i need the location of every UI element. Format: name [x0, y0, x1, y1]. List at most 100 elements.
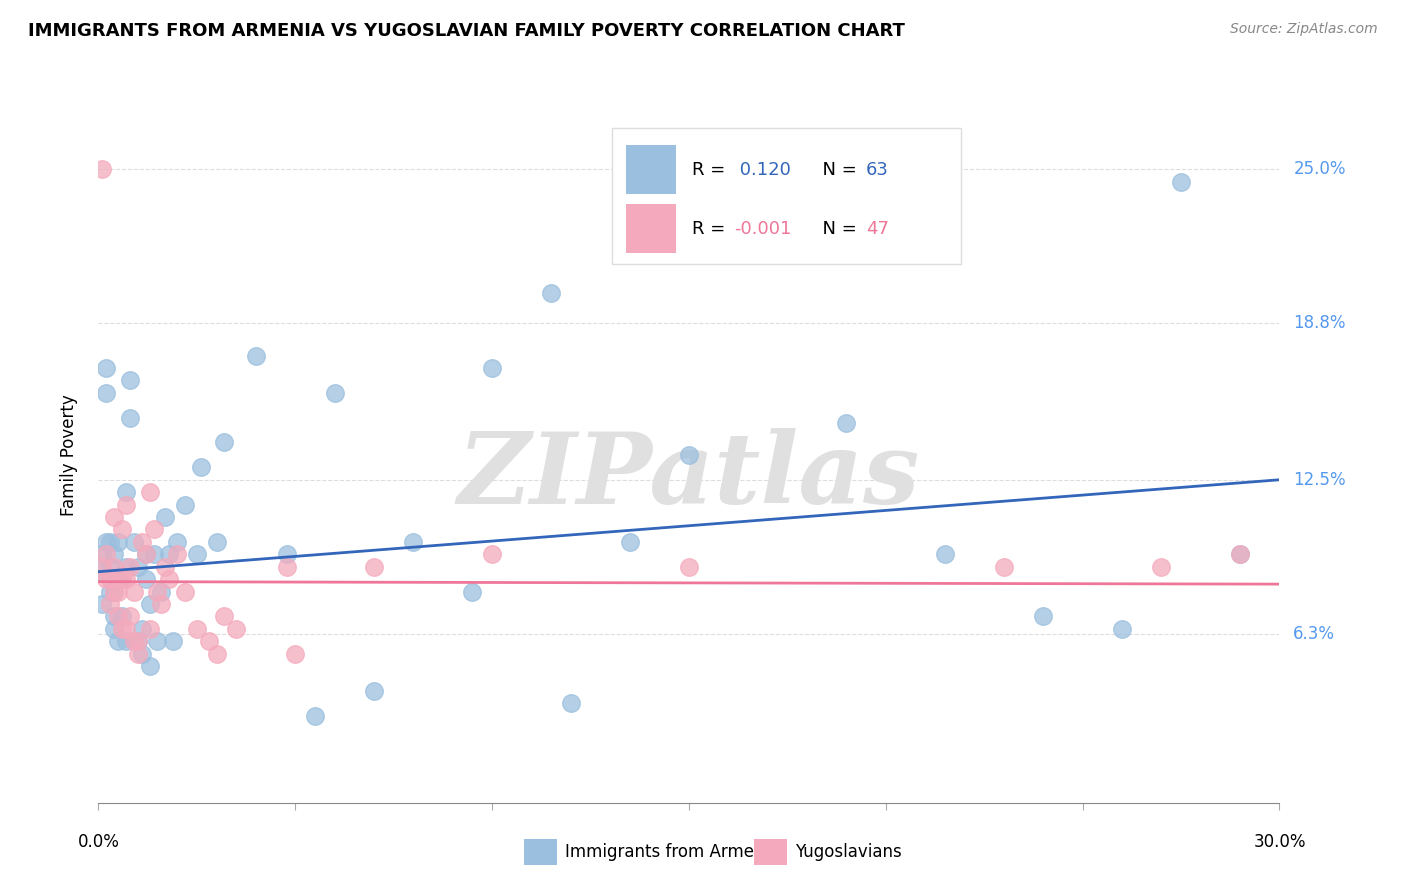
Point	[461, 584, 484, 599]
Point	[205, 534, 228, 549]
Point	[162, 634, 184, 648]
Text: 63: 63	[866, 161, 889, 178]
Point	[127, 647, 149, 661]
Point	[138, 485, 160, 500]
Text: Immigrants from Armenia: Immigrants from Armenia	[565, 843, 779, 861]
Point	[127, 634, 149, 648]
Point	[155, 559, 177, 574]
Point	[115, 572, 138, 586]
Point	[1150, 559, 1173, 574]
Point	[284, 647, 307, 661]
Point	[127, 559, 149, 574]
Bar	[754, 839, 787, 865]
Point	[186, 622, 208, 636]
Point	[174, 584, 197, 599]
Point	[1229, 547, 1251, 561]
Point	[214, 435, 236, 450]
Point	[115, 559, 138, 574]
Point	[157, 547, 180, 561]
Point	[131, 647, 153, 661]
Bar	[626, 204, 676, 253]
Text: 0.0%: 0.0%	[77, 833, 120, 851]
Point	[118, 609, 141, 624]
Point	[107, 584, 129, 599]
Point	[1229, 547, 1251, 561]
Point	[111, 609, 134, 624]
Point	[122, 634, 145, 648]
Point	[1170, 175, 1192, 189]
Point	[276, 547, 298, 561]
Point	[103, 547, 125, 561]
Text: R =: R =	[693, 219, 731, 238]
Point	[122, 534, 145, 549]
Point	[98, 597, 121, 611]
Point	[197, 634, 219, 648]
Point	[835, 416, 858, 430]
Point	[107, 634, 129, 648]
Text: ZIPatlas: ZIPatlas	[458, 427, 920, 524]
Text: N =: N =	[811, 219, 862, 238]
Text: 30.0%: 30.0%	[1253, 833, 1306, 851]
Point	[115, 622, 138, 636]
Point	[157, 572, 180, 586]
Point	[174, 498, 197, 512]
Point	[103, 584, 125, 599]
Point	[245, 349, 267, 363]
Point	[115, 485, 138, 500]
Point	[103, 510, 125, 524]
Point	[402, 534, 425, 549]
Point	[98, 534, 121, 549]
Point	[138, 622, 160, 636]
Y-axis label: Family Poverty: Family Poverty	[59, 394, 77, 516]
Point	[122, 584, 145, 599]
Text: 25.0%: 25.0%	[1294, 161, 1346, 178]
Text: Yugoslavians: Yugoslavians	[796, 843, 903, 861]
Point	[103, 609, 125, 624]
Point	[190, 460, 212, 475]
Point	[96, 385, 118, 400]
Point	[107, 609, 129, 624]
Point	[131, 534, 153, 549]
Point	[98, 584, 121, 599]
Point	[103, 559, 125, 574]
Point	[96, 572, 118, 586]
Text: 12.5%: 12.5%	[1294, 471, 1346, 489]
Point	[111, 523, 134, 537]
Point	[91, 559, 114, 574]
Point	[481, 361, 503, 376]
Point	[103, 584, 125, 599]
Text: IMMIGRANTS FROM ARMENIA VS YUGOSLAVIAN FAMILY POVERTY CORRELATION CHART: IMMIGRANTS FROM ARMENIA VS YUGOSLAVIAN F…	[28, 22, 905, 40]
Point	[934, 547, 956, 561]
Point	[96, 534, 118, 549]
Point	[122, 634, 145, 648]
Point	[135, 547, 157, 561]
Point	[111, 622, 134, 636]
Point	[91, 547, 114, 561]
Text: 18.8%: 18.8%	[1294, 314, 1346, 332]
Point	[560, 697, 582, 711]
Point	[96, 547, 118, 561]
Point	[91, 162, 114, 177]
Point	[150, 597, 173, 611]
Point	[142, 523, 165, 537]
FancyBboxPatch shape	[612, 128, 960, 263]
Point	[304, 708, 326, 723]
Point	[138, 597, 160, 611]
Point	[142, 547, 165, 561]
Point	[146, 634, 169, 648]
Point	[103, 622, 125, 636]
Point	[96, 361, 118, 376]
Point	[205, 647, 228, 661]
Point	[146, 584, 169, 599]
Point	[107, 572, 129, 586]
Point	[135, 547, 157, 561]
Point	[363, 559, 385, 574]
Point	[118, 410, 141, 425]
Point	[678, 448, 700, 462]
Point	[98, 559, 121, 574]
Point	[540, 286, 562, 301]
Point	[127, 634, 149, 648]
Point	[155, 510, 177, 524]
Point	[166, 534, 188, 549]
Point	[118, 373, 141, 387]
